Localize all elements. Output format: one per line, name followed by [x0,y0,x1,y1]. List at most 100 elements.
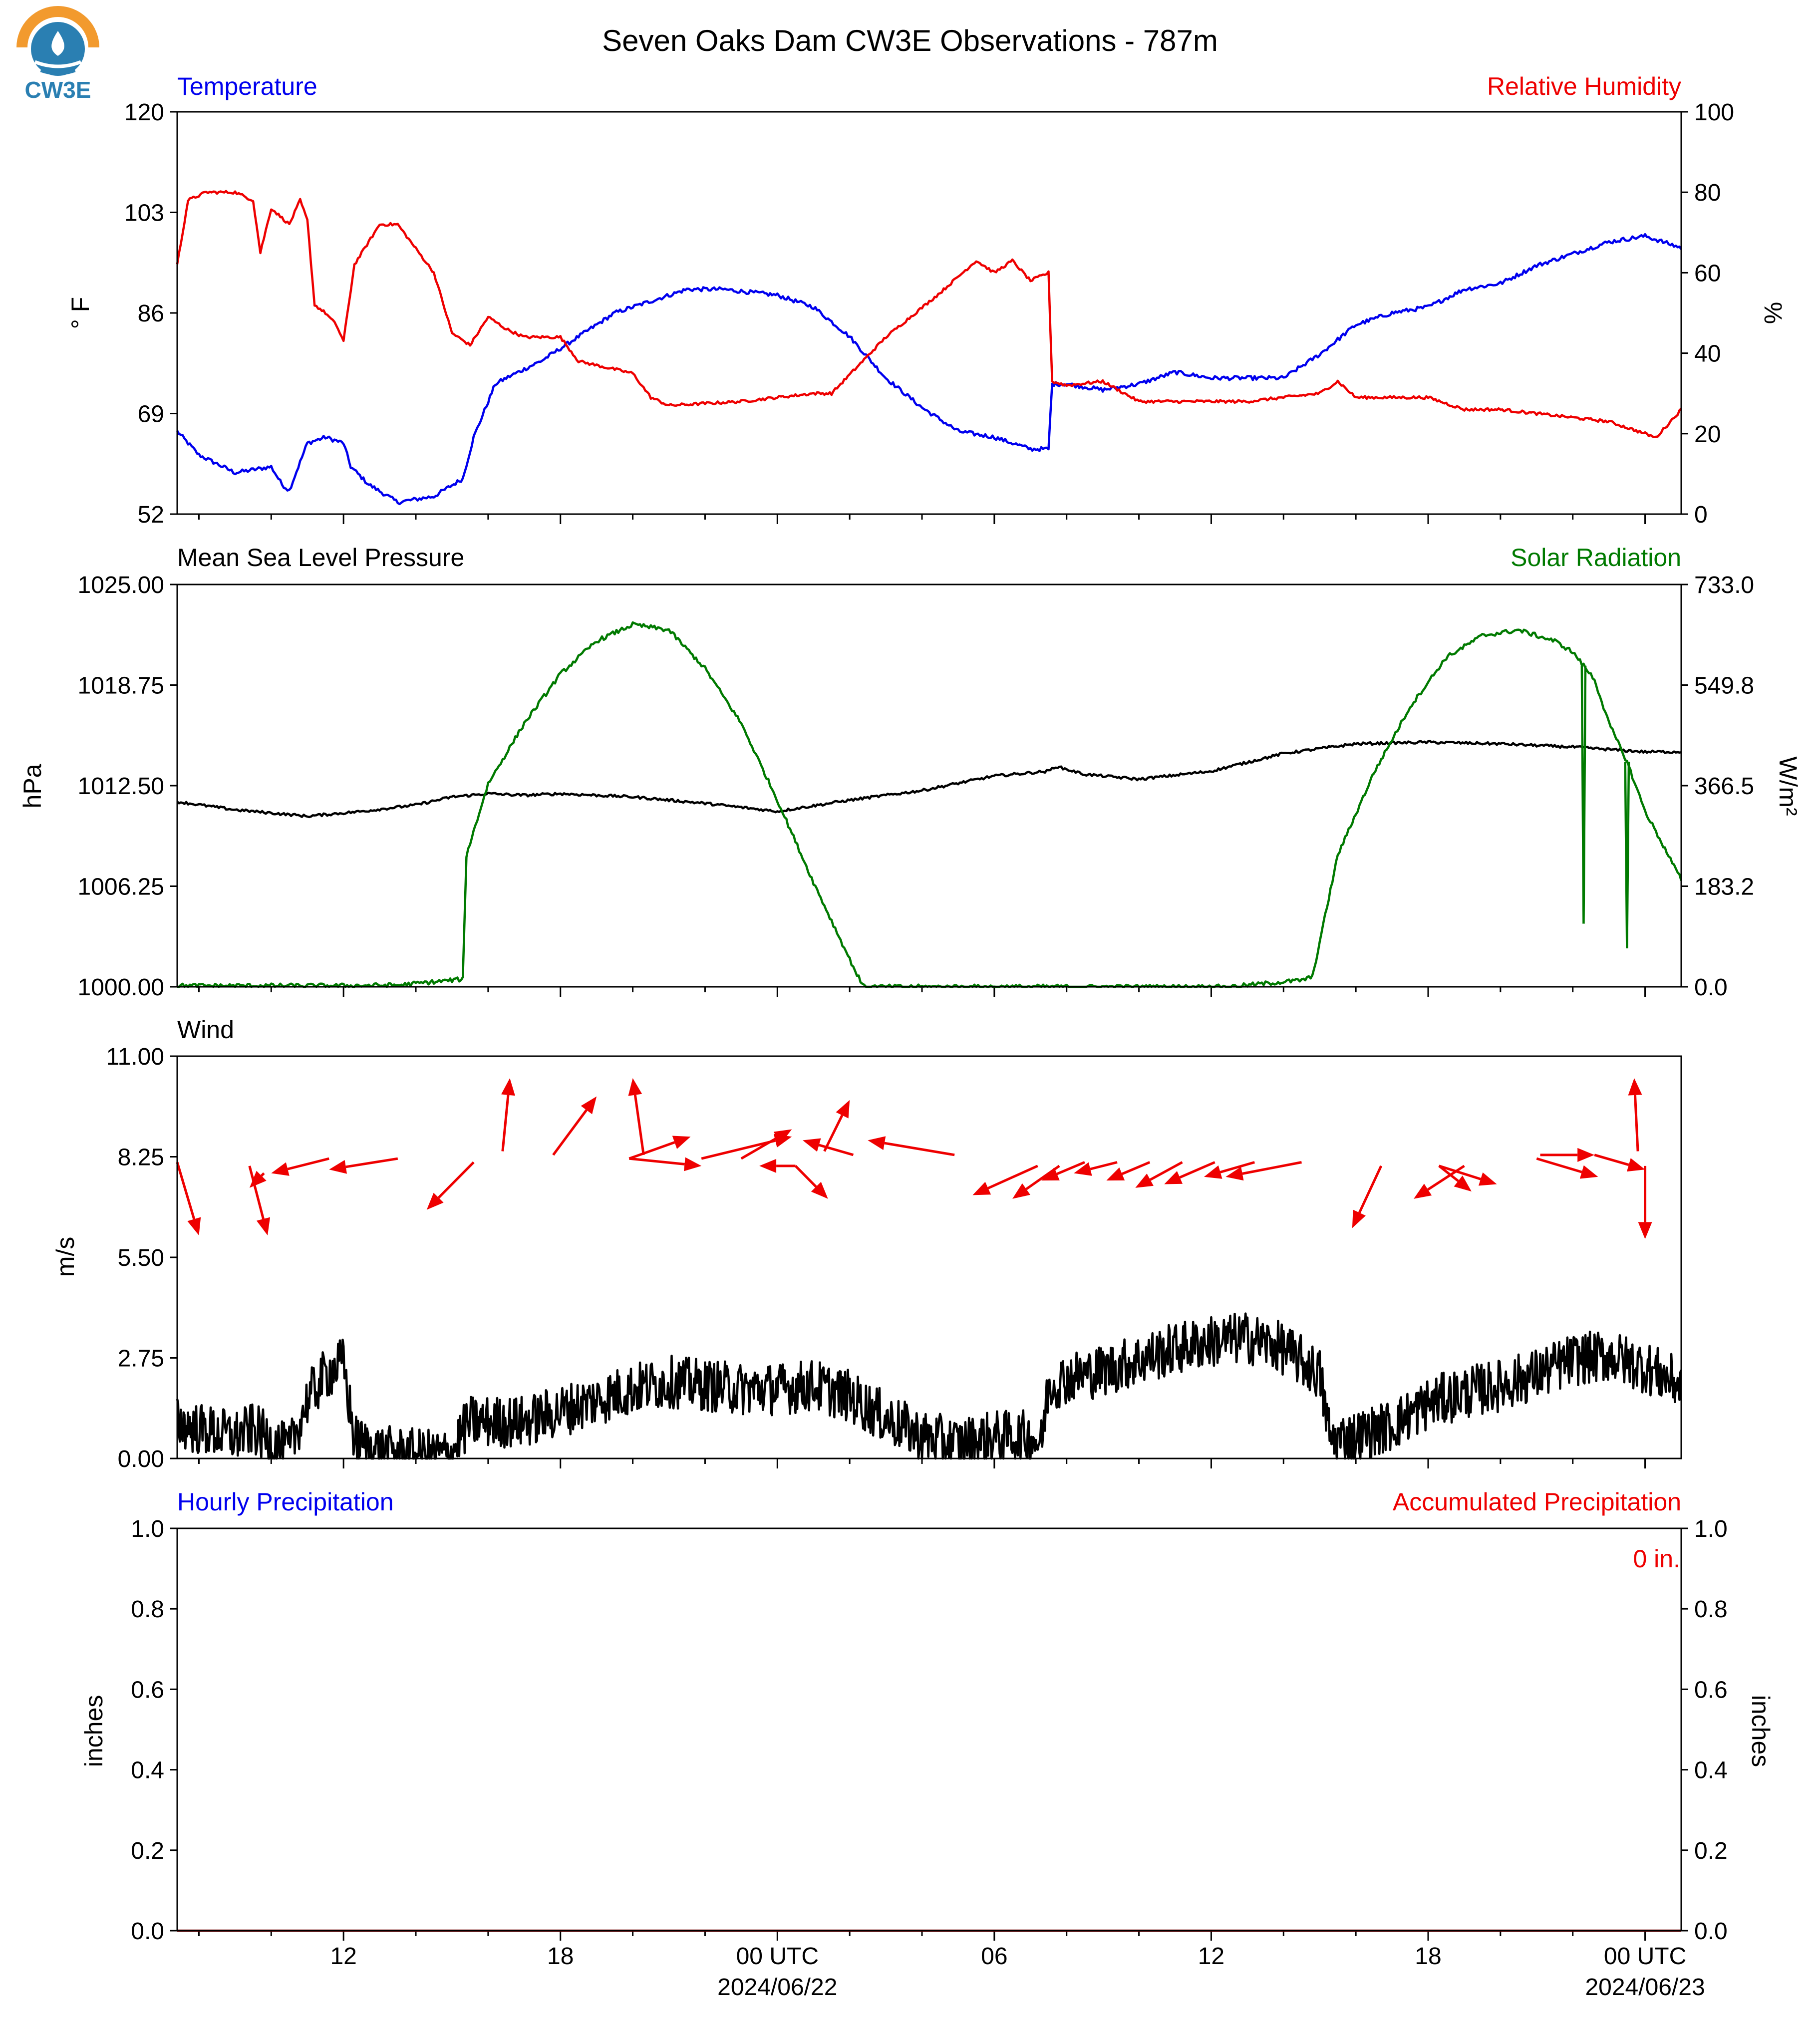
y-tick-label-right: 80 [1694,180,1721,206]
wind-arrow [740,1129,792,1160]
wind-arrow [629,1157,702,1171]
wind-title: Wind [177,1016,234,1044]
x-tick-label: 18 [1415,1943,1441,1970]
wind-arrow [803,1138,854,1157]
temperature-axis-label: ° F [66,297,94,329]
cw3e-logo-mark [16,6,99,76]
wind-line [176,1312,1683,1460]
y-tick-label-left: 52 [138,502,164,528]
temperature-humidity-frame [176,111,1682,515]
y-tick-label-right: 0.0 [1694,974,1728,1001]
mean-sea-level-pressure-line [176,740,1682,819]
wind-arrow [1204,1161,1255,1179]
wind-arrow [823,1100,850,1152]
precip-right-axis-label: inches [1747,1695,1775,1767]
y-tick-label-right: 0 [1694,502,1708,528]
x-date-label: 2024/06/23 [1585,1974,1705,2001]
y-tick-label-right: 40 [1694,341,1721,367]
x-tick-label: 12 [1198,1943,1224,1970]
wind-arrow [1638,1165,1652,1239]
wind-arrow [628,1136,691,1160]
y-tick-label-right: 0.8 [1694,1596,1728,1623]
y-tick-label-right: 60 [1694,260,1721,287]
wind-arrow [248,1165,271,1236]
wind-arrow [1352,1165,1383,1228]
wind-arrow [271,1157,329,1176]
wind-arrow [1438,1164,1497,1186]
wind-frame [176,1055,1682,1459]
y-tick-label-left: 0.8 [131,1596,164,1623]
humidity-axis-label: % [1759,302,1787,324]
y-tick-label-left: 103 [124,200,164,227]
y-tick-label-left: 5.50 [118,1245,164,1271]
y-tick-label-right: 0.6 [1694,1677,1728,1703]
wind-arrow [1135,1161,1183,1188]
y-tick-label-right: 366.5 [1694,773,1754,800]
y-tick-label-left: 1018.75 [77,673,164,699]
wind-arrow [249,1170,267,1188]
y-tick-label-right: 0.0 [1694,1918,1728,1945]
wind-arrow [759,1159,796,1173]
solar-radiation-dip [1580,665,1587,924]
wind-panel: Wind m/s 0.00 2.75 5.50 8.25 11.00 [51,1016,1683,1472]
y-tick-label-left: 86 [138,300,164,327]
precipitation-frame [176,1527,1682,1932]
pressure-solar-panel: Mean Sea Level Pressure Solar Radiation … [18,544,1802,1001]
temperature-humidity-panel: Temperature Relative Humidity ° F % 52 69… [66,72,1787,528]
y-tick-label-left: 8.25 [118,1145,164,1171]
precip-left-axis-label: inches [80,1695,108,1767]
wind-arrow [1628,1078,1642,1152]
wind-arrow [1414,1164,1465,1199]
relative-humidity-line [176,190,1682,438]
x-tick-label: 06 [981,1943,1007,1970]
temperature-title: Temperature [177,72,317,100]
pressure-solar-frame [176,583,1682,988]
y-tick-label-left: 120 [124,99,164,126]
solar-radiation-dip [1624,762,1630,949]
solar-radiation-line [177,621,1683,988]
wind-arrow [1041,1161,1085,1181]
y-tick-label-left: 2.75 [118,1346,164,1372]
wind-arrow [1540,1148,1595,1162]
wind-arrow [1164,1161,1215,1184]
y-tick-label-right: 1.0 [1694,1516,1728,1542]
wind-arrow [628,1078,645,1156]
x-axis-labels: 12 18 00 UTC 2024/06/22 06 12 18 00 UTC 2024/06/… [330,1943,1705,2001]
y-tick-label-left: 1012.50 [77,773,164,800]
wind-arrow [1594,1154,1645,1172]
y-tick-label-left: 1025.00 [77,572,164,598]
wind-arrow [868,1136,955,1157]
cw3e-logo-text: CW3E [25,77,91,103]
y-tick-label-left: 0.4 [131,1757,164,1784]
y-tick-label-left: 11.00 [106,1044,164,1070]
wind-arrow [426,1161,475,1210]
y-tick-label-right: 0.4 [1694,1757,1728,1784]
pressure-title: Mean Sea Level Pressure [177,544,464,572]
x-tick-label: 12 [330,1943,356,1970]
solar-axis-label: W/m² [1774,756,1802,816]
wind-arrow [329,1157,398,1174]
relative-humidity-title: Relative Humidity [1487,72,1681,100]
wind-arrow [1074,1161,1118,1176]
precipitation-panel: Hourly Precipitation Accumulated Precipi… [80,1488,1775,1945]
x-tick-label: 00 UTC [736,1943,819,1970]
x-date-label: 2024/06/22 [717,1974,837,2001]
chart-title: Seven Oaks Dam CW3E Observations - 787m [602,24,1218,57]
y-tick-label-right: 0.2 [1694,1838,1728,1864]
y-tick-label-left: 1.0 [131,1516,164,1542]
wind-arrow [1438,1164,1472,1192]
y-tick-label-left: 0.00 [118,1446,164,1472]
wind-arrow [176,1161,201,1236]
y-tick-label-right: 549.8 [1694,673,1754,699]
y-tick-label-left: 1000.00 [77,974,164,1001]
x-tick-label: 18 [547,1943,574,1970]
y-tick-label-right: 100 [1694,99,1734,126]
y-tick-label-right: 20 [1694,421,1721,448]
wind-arrow [1225,1161,1302,1181]
wind-arrow [552,1096,597,1156]
cw3e-logo: CW3E [16,6,99,103]
wind-axis-label: m/s [51,1237,79,1277]
solar-radiation-title: Solar Radiation [1511,544,1681,572]
y-tick-label-left: 69 [138,401,164,428]
